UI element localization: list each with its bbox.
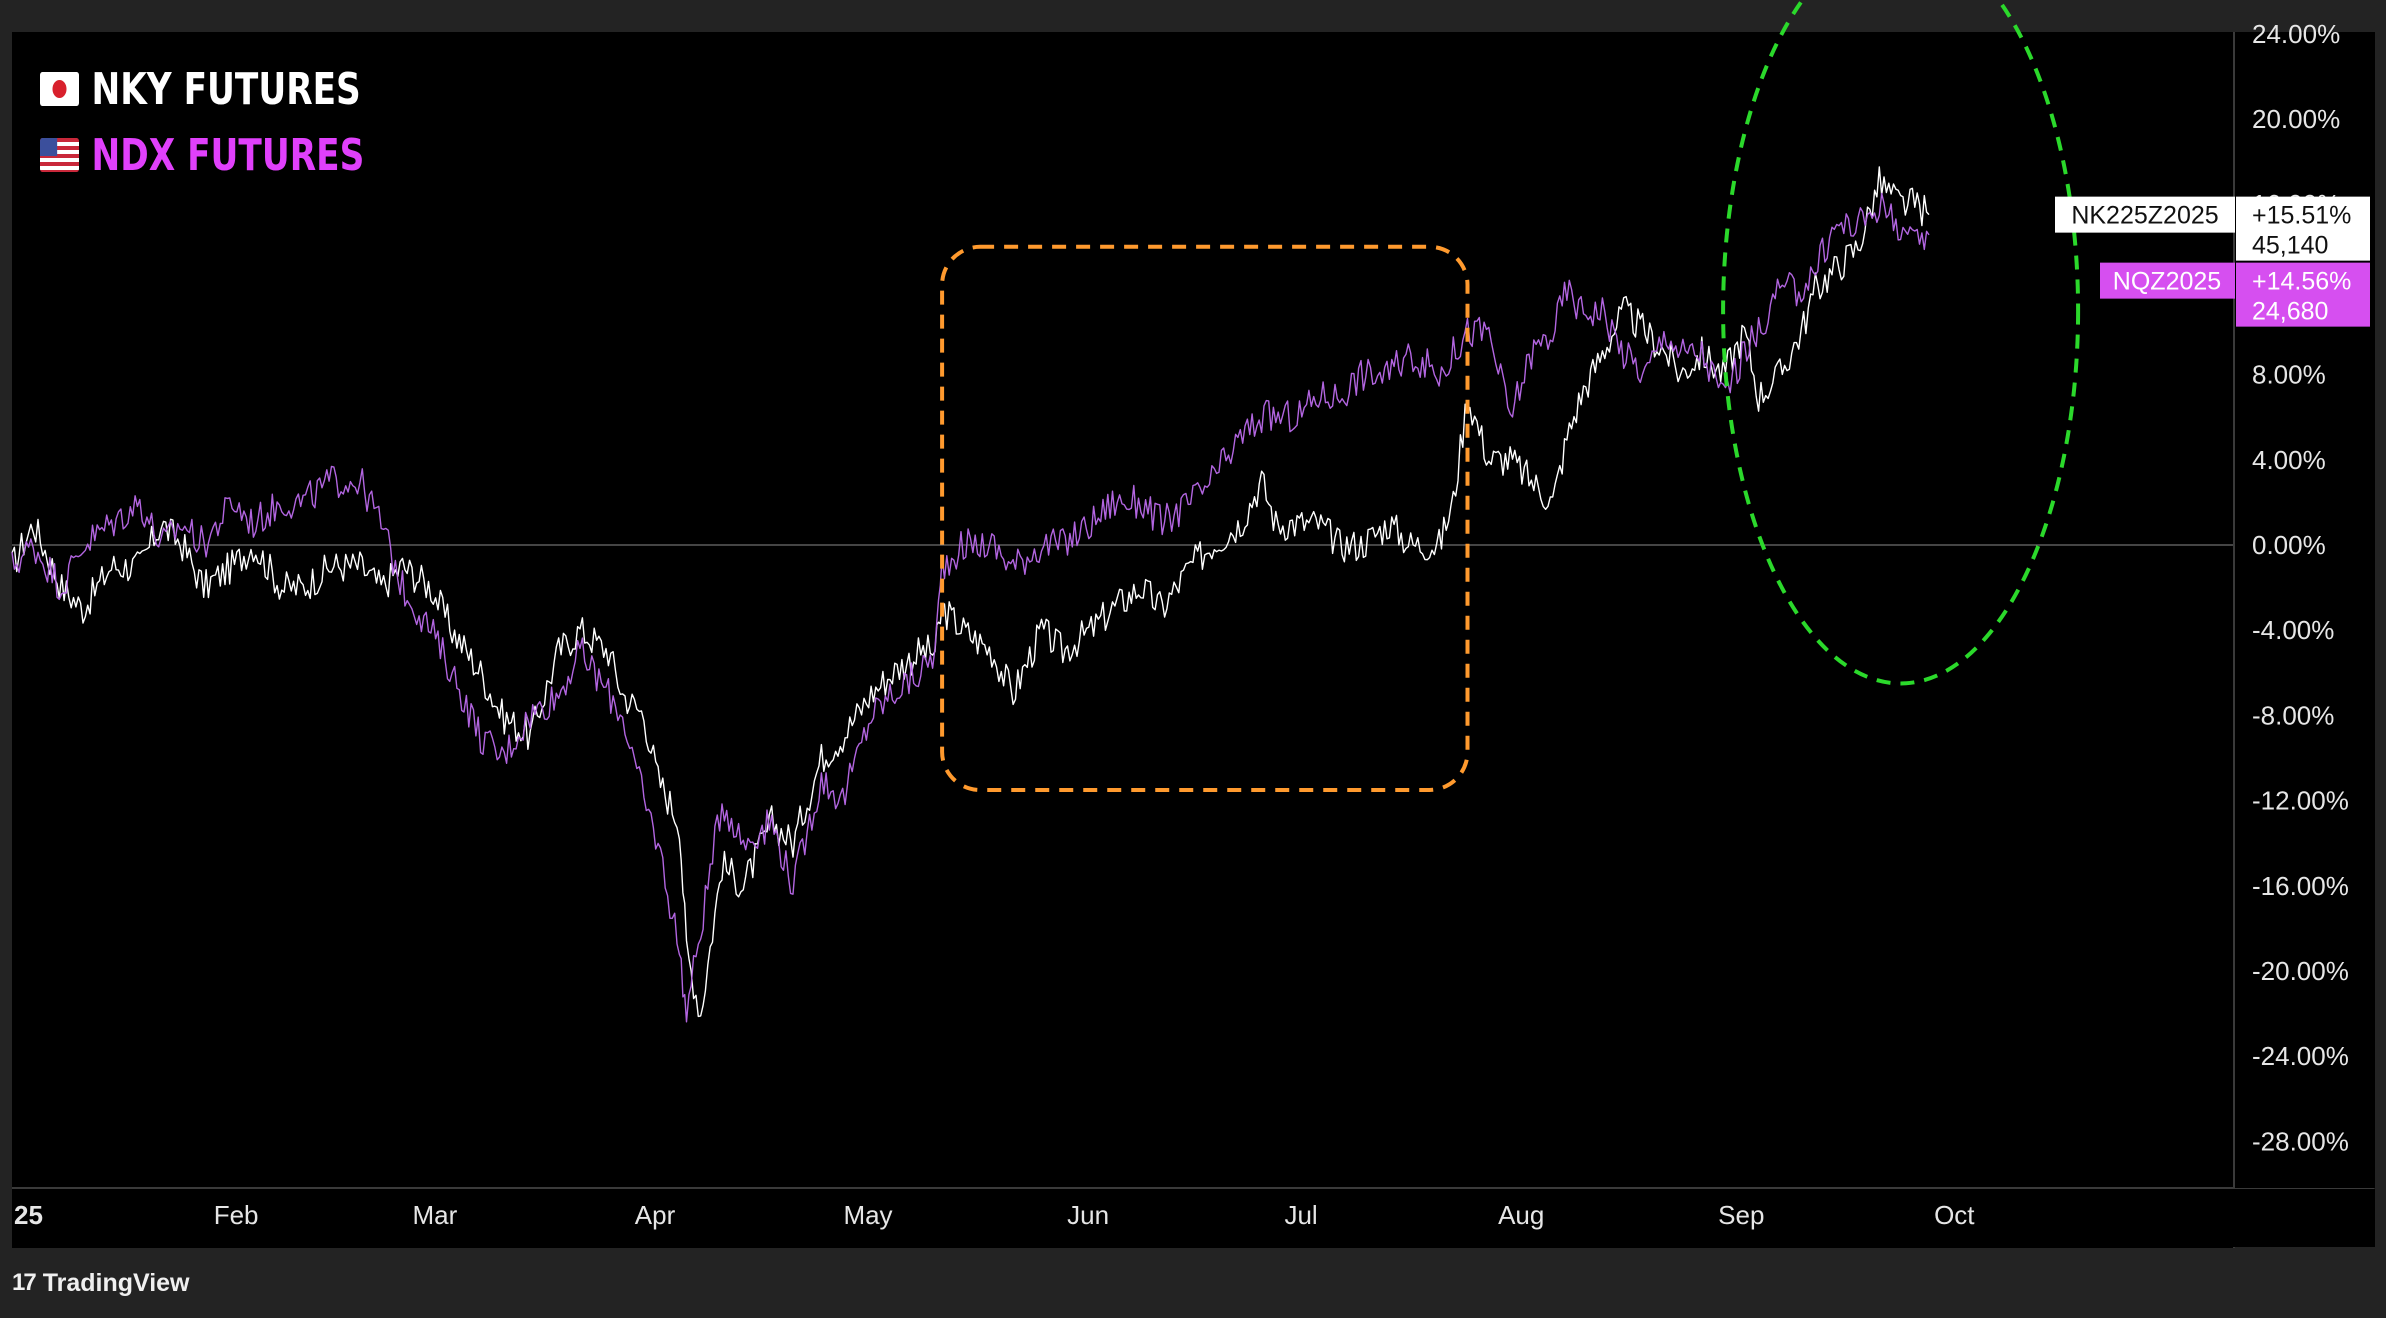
y-tick-label: 0.00% <box>2252 530 2326 560</box>
nky-value-badge <box>2236 196 2370 261</box>
ndx-symbol-badge <box>2100 262 2235 299</box>
y-tick-label: -4.00% <box>2252 615 2334 645</box>
chart-legend: NKY FUTURES NDX FUTURES <box>40 56 364 188</box>
japan-flag-icon <box>40 72 79 106</box>
y-tick-label: -20.00% <box>2252 956 2349 986</box>
ndx-change-label: +14.56% <box>2252 268 2351 296</box>
y-tick-label: -8.00% <box>2252 700 2334 730</box>
y-tick-label: -16.00% <box>2252 871 2349 901</box>
legend-label-nky: NKY FUTURES <box>91 63 361 115</box>
tradingview-branding[interactable]: 17 TradingView <box>12 1266 190 1300</box>
x-tick-label: 25 <box>14 1200 43 1230</box>
y-tick-label: 24.00% <box>2252 19 2340 49</box>
series-line-ndx <box>11 192 1930 1023</box>
x-tick-label: Apr <box>635 1200 676 1230</box>
y-tick-label: 4.00% <box>2252 445 2326 475</box>
ndx-price-label: 24,680 <box>2252 298 2328 326</box>
orange-highlight-box <box>940 244 1470 792</box>
usa-flag-icon <box>40 138 79 172</box>
plot-background <box>12 32 2234 1248</box>
green-highlight-ellipse <box>1721 0 2081 686</box>
x-tick-label: Oct <box>1934 1200 1975 1230</box>
x-tick-label: Aug <box>1498 1200 1544 1230</box>
legend-item-ndx[interactable]: NDX FUTURES <box>40 122 364 188</box>
nky-change-label: +15.51% <box>2252 202 2351 230</box>
nky-symbol-label: NK225Z2025 <box>2071 202 2218 230</box>
y-tick-label: -28.00% <box>2252 1126 2349 1156</box>
nky-symbol-badge <box>2055 196 2235 233</box>
ndx-symbol-label: NQZ2025 <box>2113 268 2221 296</box>
brand-name: TradingView <box>42 1268 190 1297</box>
x-tick-label: Jun <box>1067 1200 1109 1230</box>
x-tick-label: Mar <box>413 1200 458 1230</box>
series-line-nky <box>11 166 1930 1018</box>
x-tick-label: Sep <box>1718 1200 1764 1230</box>
legend-item-nky[interactable]: NKY FUTURES <box>40 56 364 122</box>
ndx-value-badge <box>2236 262 2370 327</box>
x-tick-label: Feb <box>214 1200 259 1230</box>
x-tick-label: May <box>843 1200 892 1230</box>
y-tick-label: -24.00% <box>2252 1041 2349 1071</box>
legend-label-ndx: NDX FUTURES <box>91 129 365 181</box>
y-tick-label: -12.00% <box>2252 786 2349 816</box>
x-tick-label: Jul <box>1284 1200 1317 1230</box>
y-tick-label: 8.00% <box>2252 360 2326 390</box>
nky-price-label: 45,140 <box>2252 232 2328 260</box>
time-axis-area <box>12 1189 2374 1247</box>
tradingview-logo-icon: 17 <box>12 1269 37 1296</box>
y-tick-label: 20.00% <box>2252 104 2340 134</box>
axis-corner <box>2235 1189 2375 1247</box>
